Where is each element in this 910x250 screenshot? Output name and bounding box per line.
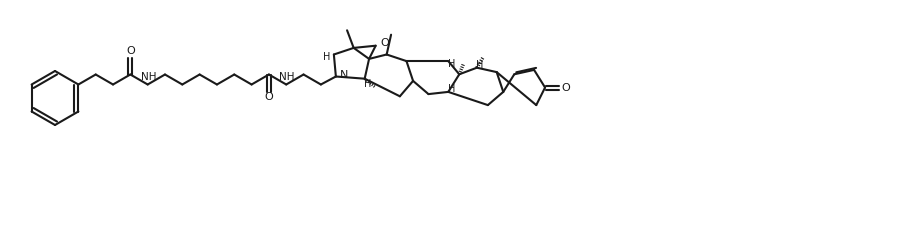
Text: H: H — [448, 59, 455, 69]
Text: N: N — [339, 70, 349, 80]
Text: NH: NH — [279, 72, 295, 83]
Text: O: O — [380, 38, 389, 48]
Text: O: O — [126, 46, 135, 56]
Text: H: H — [448, 84, 455, 94]
Text: NH: NH — [141, 72, 157, 83]
Text: O: O — [265, 92, 273, 102]
Text: O: O — [561, 82, 571, 92]
Text: H: H — [476, 60, 483, 70]
Text: H: H — [364, 79, 371, 89]
Text: H: H — [323, 52, 330, 62]
